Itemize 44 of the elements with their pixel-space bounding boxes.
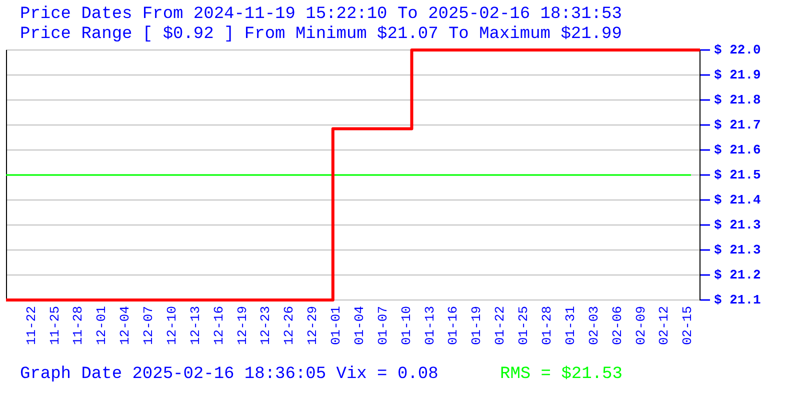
chart-subtitle: Price Range [ $0.92 ] From Minimum $21.07 To Maximum $21.99 (20, 25, 622, 45)
y-tick-label: $ 21.2 (714, 267, 762, 282)
text: Graph Date 2025-02-16 18:36:05 Vix = 0.08 (20, 365, 438, 385)
x-tick-label: 11-22 (24, 306, 39, 346)
y-tick-label: $ 21.7 (714, 117, 761, 132)
y-tick-label: $ 21.9 (714, 67, 762, 82)
x-tick-label: 02-12 (656, 306, 672, 346)
y-tick-label: $ 21.1 (714, 292, 762, 308)
x-tick-label: 12-16 (211, 306, 226, 346)
x-tick-label: 12-01 (94, 306, 110, 346)
x-tick-label: 01-07 (375, 306, 390, 346)
x-tick-label: 01-13 (422, 306, 438, 346)
x-tick-label: 12-13 (188, 306, 203, 346)
x-tick-label: 01-25 (516, 306, 532, 346)
y-tick-label: $ 21.6 (714, 142, 762, 158)
x-tick-label: 12-23 (258, 306, 274, 346)
x-tick-label: 12-10 (164, 306, 180, 346)
x-tick-label: 01-19 (469, 306, 484, 346)
x-tick-label: 01-10 (398, 306, 414, 346)
y-tick-label: $ 21.8 (714, 92, 762, 108)
x-tick-label: 12-04 (118, 306, 133, 346)
x-tick-label: 02-06 (610, 306, 625, 346)
x-tick-label: 01-04 (352, 306, 367, 346)
x-tick-label: 01-28 (539, 306, 554, 346)
x-tick-label: 02-09 (633, 306, 648, 346)
x-tick-label: 11-25 (47, 306, 62, 346)
x-tick-label: 02-15 (680, 306, 696, 346)
y-tick-label: $ 21.5 (714, 167, 762, 182)
chart-title: Price Dates From 2024-11-19 15:22:10 To 2025-02-16 18:31:53 (20, 5, 622, 25)
x-tick-label: 12-19 (234, 306, 250, 346)
x-tick-label: 11-28 (70, 306, 86, 346)
x-tick-label: 01-16 (446, 306, 461, 346)
x-tick-label: 01-01 (328, 306, 344, 346)
ref-line-label: RMS = $21.53 (500, 365, 622, 385)
y-tick-label: $ 21.3 (714, 217, 762, 232)
x-tick-label: 01-22 (492, 306, 508, 346)
y-tick-label: $ 21.4 (714, 192, 762, 208)
y-tick-label: $ 22.0 (714, 42, 762, 58)
x-tick-label: 01-31 (562, 306, 578, 346)
y-tick-label: $ 21.3 (714, 242, 762, 258)
x-tick-label: 12-07 (141, 306, 156, 346)
x-tick-label: 12-29 (305, 306, 320, 346)
x-tick-label: 02-03 (586, 306, 602, 346)
x-tick-label: 12-26 (282, 306, 297, 346)
